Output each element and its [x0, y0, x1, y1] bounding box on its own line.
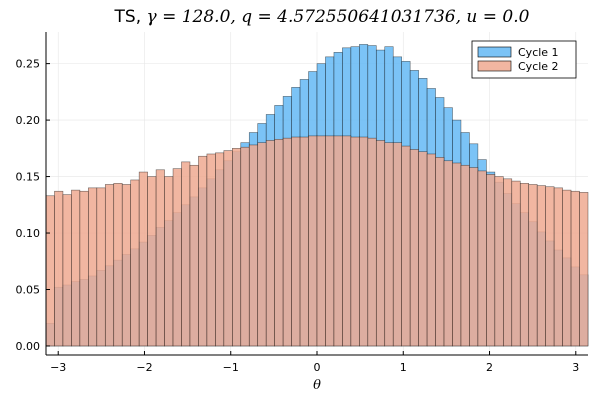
- bar: [342, 135, 352, 347]
- bar: [299, 136, 309, 347]
- bar: [265, 140, 275, 347]
- bar: [240, 146, 250, 347]
- series-2: [45, 135, 589, 347]
- bar: [206, 153, 216, 347]
- chart-title: TS, γ = 128.0, q = 4.572550641031736, u …: [114, 7, 530, 27]
- bar: [215, 152, 225, 347]
- bar: [147, 176, 157, 347]
- bar: [291, 136, 301, 347]
- legend-label: Cycle 2: [518, 60, 559, 73]
- y-tick-label: 0.20: [16, 114, 41, 127]
- bar: [477, 170, 487, 347]
- legend-swatch: [477, 60, 512, 72]
- bar: [248, 144, 259, 347]
- bar: [426, 153, 436, 347]
- x-tick-label: −3: [50, 361, 66, 374]
- bar: [96, 187, 106, 347]
- bar: [486, 174, 496, 347]
- bar: [113, 183, 123, 347]
- x-axis-label: θ: [313, 378, 321, 393]
- bar: [511, 180, 521, 347]
- bar: [71, 189, 81, 347]
- bar: [232, 148, 242, 347]
- axes: [45, 32, 588, 356]
- bar: [333, 135, 343, 347]
- bar: [257, 142, 267, 347]
- bar: [104, 184, 115, 347]
- bar: [45, 195, 55, 347]
- bar: [443, 160, 453, 347]
- bar: [401, 145, 411, 347]
- bar: [409, 149, 419, 347]
- bar: [79, 190, 89, 347]
- y-tick-label: 0.00: [16, 340, 41, 353]
- chart-title-prefix: TS,: [114, 7, 147, 27]
- bar: [308, 135, 318, 347]
- bar: [562, 189, 572, 347]
- bar: [155, 169, 165, 347]
- bar: [545, 186, 555, 347]
- bar: [62, 194, 72, 347]
- bar: [519, 183, 530, 347]
- bar: [367, 137, 377, 347]
- bar: [435, 157, 445, 347]
- bar: [88, 187, 98, 347]
- bar: [579, 192, 589, 347]
- bar: [570, 190, 580, 347]
- y-tick-label: 0.10: [16, 227, 41, 240]
- bar: [138, 171, 148, 347]
- bar: [350, 136, 360, 347]
- x-tick-label: 2: [486, 361, 493, 374]
- bar: [392, 142, 402, 347]
- bars: [45, 44, 589, 347]
- bar: [469, 167, 479, 347]
- bar: [189, 164, 199, 347]
- bar: [316, 135, 326, 347]
- bar: [54, 190, 64, 347]
- legend-label: Cycle 1: [518, 46, 559, 59]
- bar: [325, 135, 335, 347]
- chart-title-math: γ = 128.0, q = 4.572550641031736, u = 0.…: [147, 7, 530, 27]
- bar: [494, 176, 504, 347]
- bar: [536, 185, 546, 347]
- y-tick-label: 0.05: [16, 283, 41, 296]
- bar: [172, 168, 182, 347]
- x-tick-label: 3: [572, 361, 579, 374]
- bar: [418, 151, 428, 347]
- tick-labels: −3 −2 −1 0 1 2 3 0.00 0.05 0.10 0.15 0.20 0.25: [16, 58, 580, 374]
- bar: [359, 136, 369, 347]
- y-tick-label: 0.15: [16, 171, 41, 184]
- x-tick-label: −2: [136, 361, 152, 374]
- legend-swatch: [477, 46, 512, 58]
- bar: [274, 138, 284, 347]
- bar: [223, 150, 233, 347]
- bar: [384, 142, 394, 347]
- bar: [282, 137, 292, 347]
- bar: [375, 140, 386, 347]
- bar: [460, 164, 470, 347]
- bar: [164, 176, 174, 347]
- bar: [452, 162, 462, 347]
- x-tick-label: 0: [314, 361, 321, 374]
- bar: [130, 179, 140, 347]
- x-tick-label: −1: [223, 361, 239, 374]
- bar: [181, 161, 191, 347]
- y-tick-label: 0.25: [16, 58, 41, 71]
- bar: [528, 184, 538, 347]
- x-tick-label: 1: [400, 361, 407, 374]
- bar: [503, 178, 513, 347]
- bar: [198, 155, 208, 347]
- bar: [553, 187, 563, 347]
- bar: [121, 184, 131, 347]
